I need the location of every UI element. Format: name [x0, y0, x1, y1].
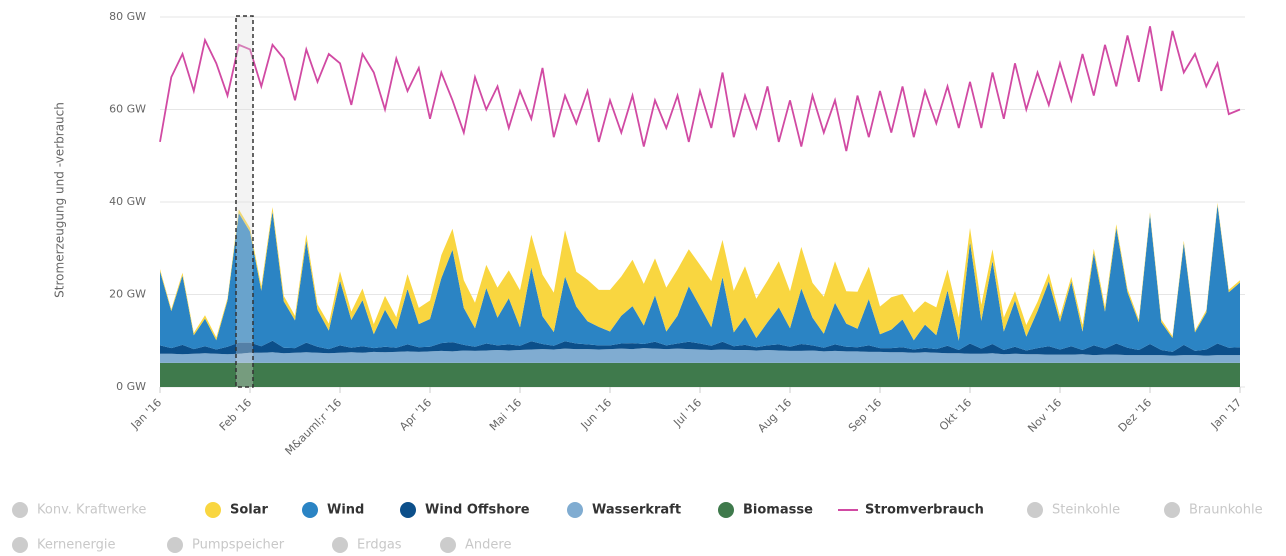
x-tick-label: Aug '16 — [755, 396, 794, 435]
x-tick-label: M&auml;r '16 — [283, 396, 345, 458]
legend-label: Konv. Kraftwerke — [37, 503, 146, 518]
legend-item[interactable]: Pumpspeicher — [167, 537, 285, 553]
y-axis-title: Stromerzeugung und -verbrauch — [53, 102, 67, 298]
line — [159, 26, 1241, 152]
x-tick-label: Nov '16 — [1025, 396, 1064, 435]
legend-label: Biomasse — [743, 503, 813, 518]
legend-symbol — [332, 537, 348, 553]
legend-item[interactable]: Biomasse — [718, 502, 813, 518]
legend-item[interactable]: Stromverbrauch — [838, 503, 984, 518]
legend-label: Braunkohle — [1189, 503, 1263, 518]
x-tick-label: Jul '16 — [670, 396, 704, 430]
legend-symbol — [718, 502, 734, 518]
legend-item[interactable]: Wind Offshore — [400, 502, 530, 518]
x-tick-label: Mai '16 — [487, 396, 524, 433]
legend-item[interactable]: Steinkohle — [1027, 502, 1120, 518]
legend-symbol — [440, 537, 456, 553]
legend-label: Wind Offshore — [425, 503, 530, 518]
legend-label: Solar — [230, 503, 269, 518]
legend-label: Andere — [465, 538, 511, 553]
legend-symbol — [1164, 502, 1180, 518]
legend-symbol — [12, 502, 28, 518]
area — [160, 202, 1240, 341]
x-tick-label: Dez '16 — [1116, 396, 1155, 435]
x-tick-label: Apr '16 — [397, 396, 434, 433]
legend-item[interactable]: Braunkohle — [1164, 502, 1263, 518]
selection-box[interactable] — [235, 15, 254, 388]
y-tick-label: 80 GW — [109, 10, 146, 23]
legend-symbol — [167, 537, 183, 553]
x-tick-label: Feb '16 — [217, 396, 254, 433]
legend-item[interactable]: Kernenergie — [12, 537, 115, 553]
legend-label: Erdgas — [357, 538, 402, 553]
legend-item[interactable]: Andere — [440, 537, 511, 553]
legend-label: Pumpspeicher — [192, 538, 285, 553]
legend-symbol — [205, 502, 221, 518]
area — [160, 340, 1240, 356]
x-tick-label: Jan '16 — [128, 396, 164, 432]
legend-label: Stromverbrauch — [865, 503, 984, 518]
legend-item[interactable]: Wind — [302, 502, 364, 518]
x-tick-label: Sep '16 — [846, 396, 884, 434]
legend-label: Steinkohle — [1052, 503, 1120, 518]
legend-symbol — [1027, 502, 1043, 518]
y-tick-label: 20 GW — [109, 288, 146, 301]
legend: Konv. Kraftwerke Solar Wind Wind Offshore Wa… — [12, 502, 1263, 553]
legend-symbol — [400, 502, 416, 518]
legend-symbol — [302, 502, 318, 518]
legend-item[interactable]: Konv. Kraftwerke — [12, 502, 146, 518]
legend-item[interactable]: Erdgas — [332, 537, 402, 553]
x-tick-label: Jan '17 — [1208, 396, 1244, 432]
legend-item[interactable]: Solar — [205, 502, 269, 518]
y-tick-label: 40 GW — [109, 195, 146, 208]
legend-item[interactable]: Wasserkraft — [567, 502, 681, 518]
area — [160, 204, 1240, 352]
area — [160, 362, 1240, 387]
plot-area: 0 GW 20 GW 40 GW 60 GW 80 GW Jan '16 Feb '16 M&… — [109, 10, 1245, 458]
y-tick-label: 0 GW — [116, 380, 146, 393]
legend-symbol — [567, 502, 583, 518]
legend-symbol — [12, 537, 28, 553]
legend-label: Kernenergie — [37, 538, 115, 553]
legend-label: Wasserkraft — [592, 503, 681, 518]
x-tick-label: Okt '16 — [937, 396, 974, 433]
area — [160, 348, 1240, 363]
x-tick-label: Jun '16 — [578, 396, 615, 433]
legend-label: Wind — [327, 503, 364, 518]
y-tick-label: 60 GW — [109, 103, 146, 116]
